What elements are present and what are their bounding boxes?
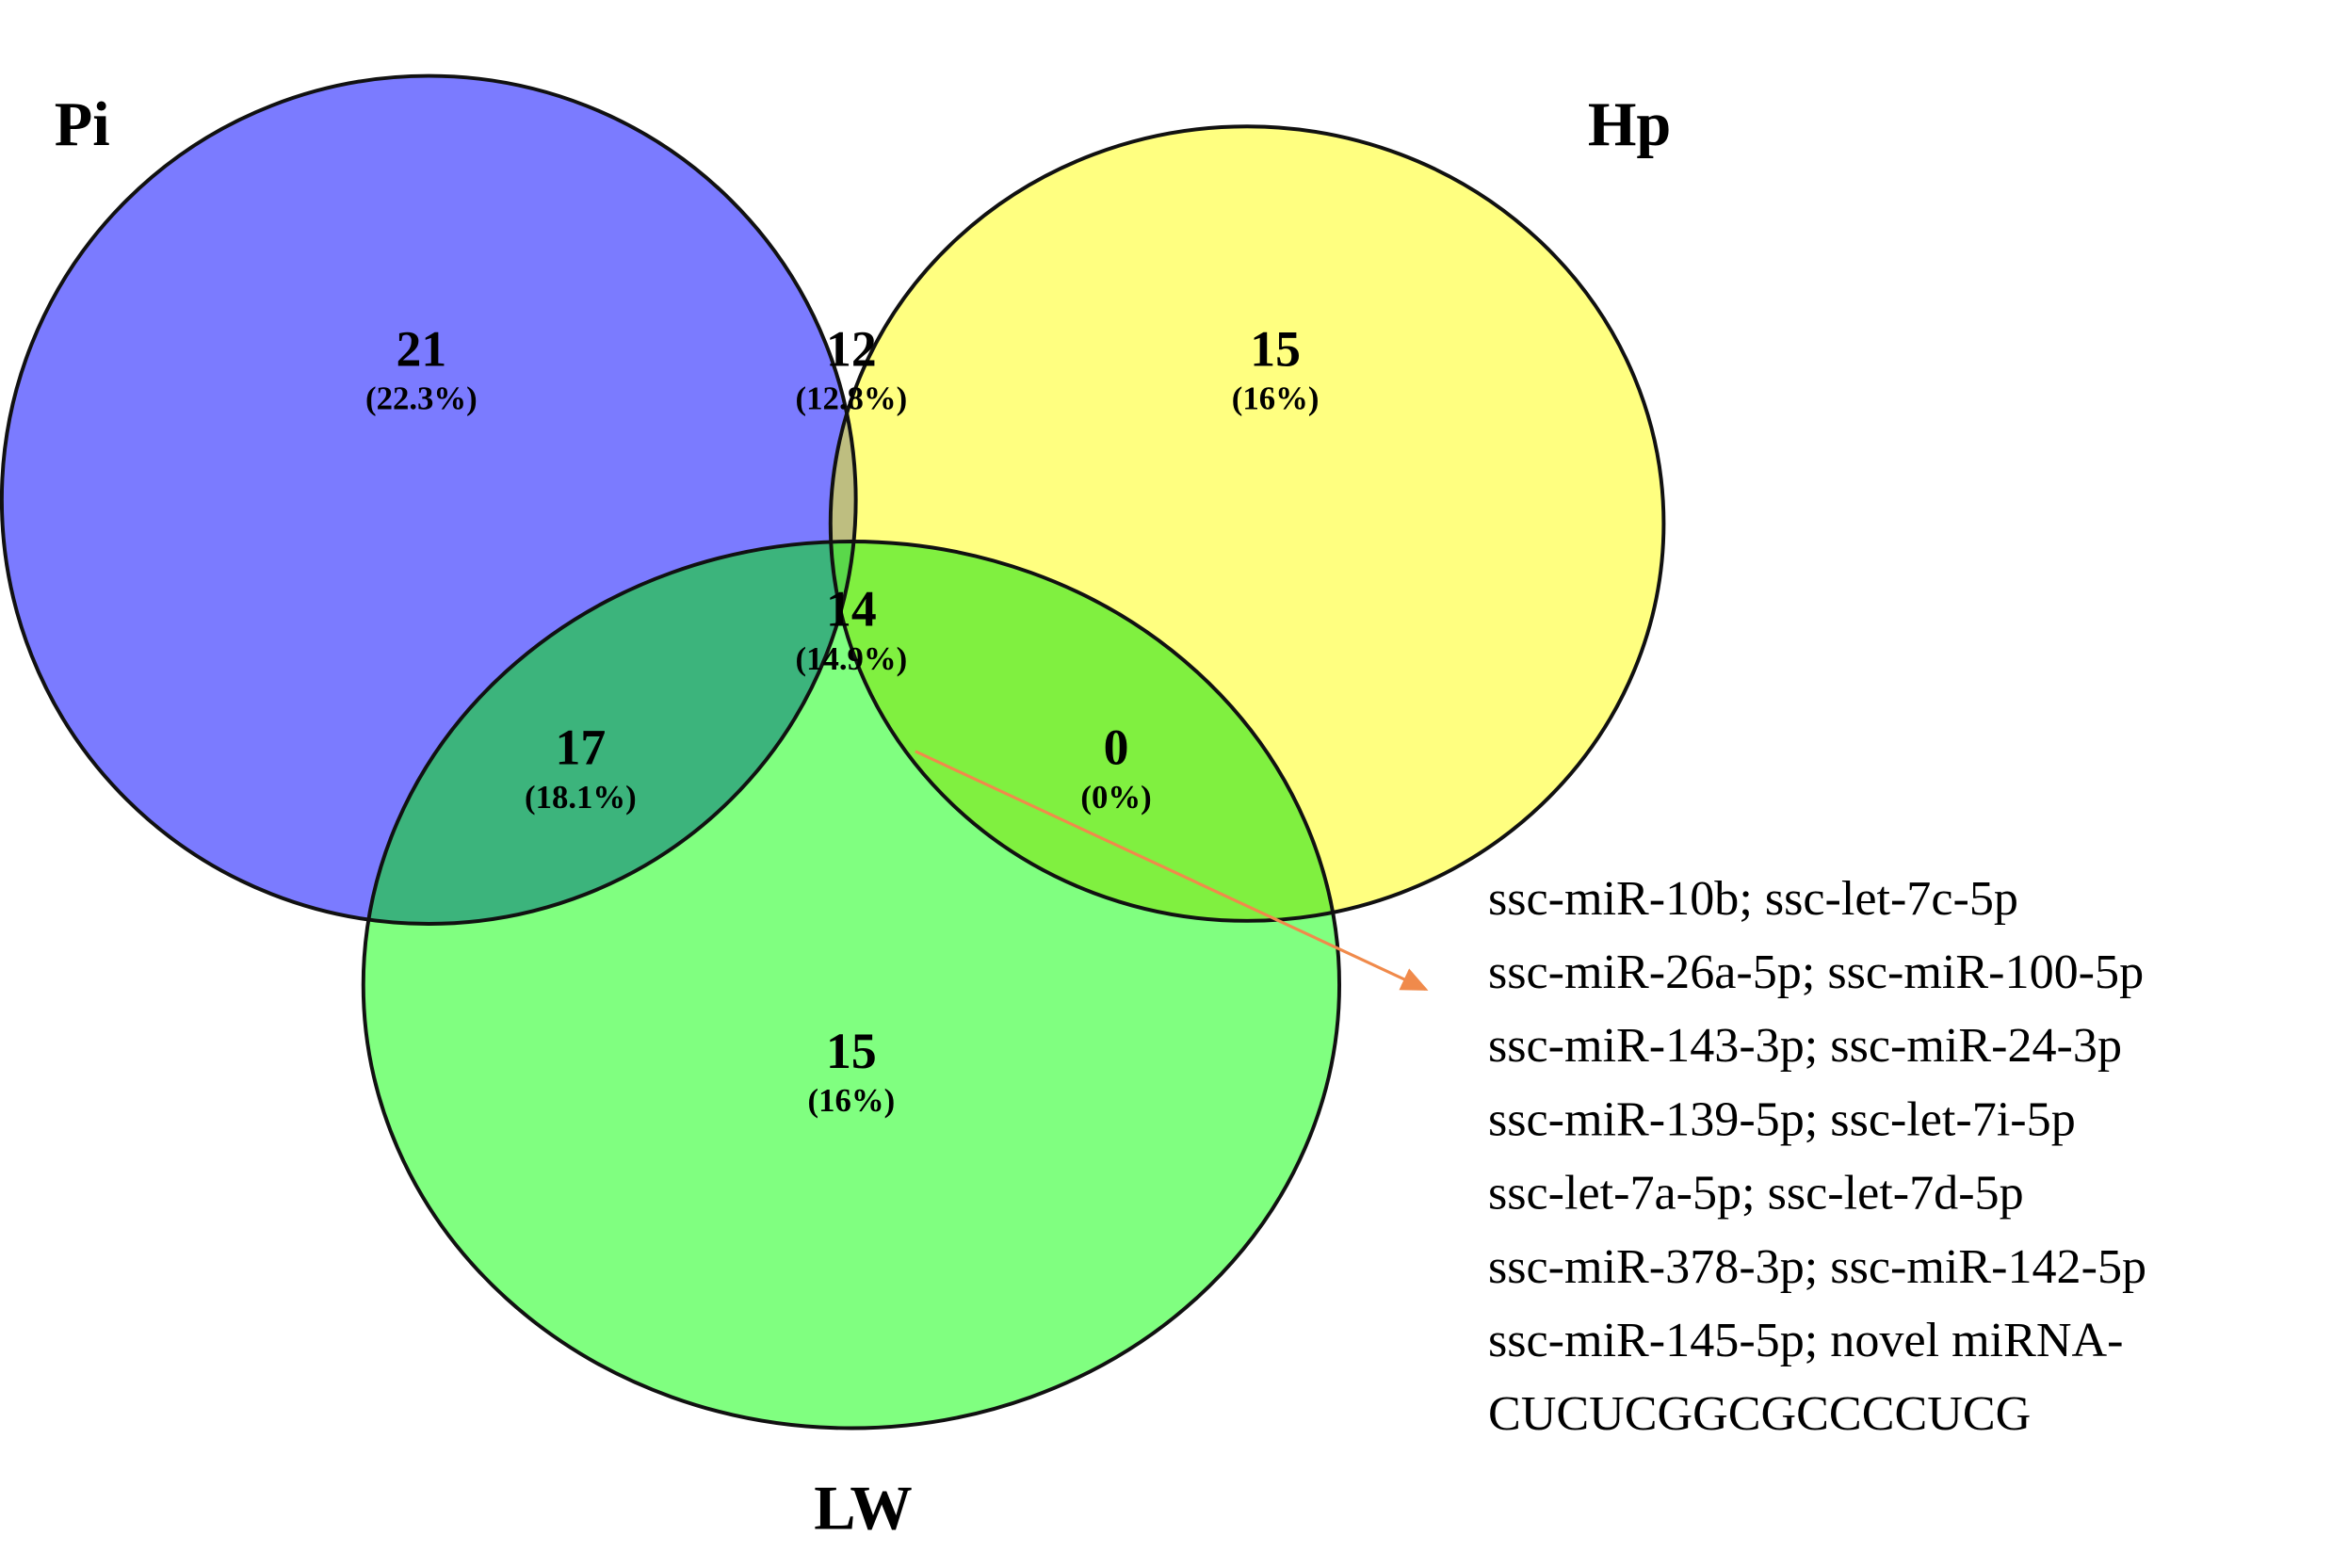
mirna-list-line: ssc-miR-145-5p; novel miRNA-	[1488, 1314, 2123, 1367]
mirna-list-line: ssc-let-7a-5p; ssc-let-7d-5p	[1488, 1167, 2024, 1220]
set-label: Hp	[1588, 90, 1671, 159]
region-percent: (22.3%)	[365, 380, 478, 416]
set-label: Pi	[55, 90, 110, 159]
region-percent: (16%)	[1232, 380, 1320, 416]
mirna-list-line: CUCUCGGCGCCCCUCG	[1488, 1387, 2031, 1441]
pi-lw-overlap	[363, 542, 856, 924]
region-percent: (0%)	[1080, 779, 1151, 816]
mirna-list-line: ssc-miR-143-3p; ssc-miR-24-3p	[1488, 1019, 2122, 1073]
outline	[0, 73, 858, 926]
mirna-list-line: ssc-miR-378-3p; ssc-miR-142-5p	[1488, 1240, 2146, 1294]
outline	[361, 540, 1342, 1431]
region-count: 14	[826, 581, 877, 638]
region-count: 15	[1250, 320, 1301, 377]
mirna-list-line: ssc-miR-139-5p; ssc-let-7i-5p	[1488, 1092, 2076, 1146]
region-percent: (16%)	[808, 1082, 896, 1119]
hp-lw-overlap	[830, 542, 1340, 921]
circle-outlines	[0, 73, 1666, 1431]
region-count: 17	[556, 719, 607, 776]
region-count: 0	[1104, 719, 1129, 776]
region-percent: (12.8%)	[796, 380, 908, 416]
region-percent: (18.1%)	[525, 779, 637, 816]
region-count: 21	[397, 320, 447, 377]
pointer-arrow	[915, 750, 1429, 991]
mirna-list-line: ssc-miR-26a-5p; ssc-miR-100-5p	[1488, 946, 2144, 999]
mirna-list-line: ssc-miR-10b; ssc-let-7c-5p	[1488, 872, 2018, 926]
region-count: 12	[826, 320, 877, 377]
region-count: 15	[826, 1023, 877, 1079]
circle-fills	[1, 75, 1664, 1429]
region-percent: (14.9%)	[796, 640, 908, 677]
set-label: LW	[814, 1474, 912, 1543]
outline	[828, 124, 1666, 923]
